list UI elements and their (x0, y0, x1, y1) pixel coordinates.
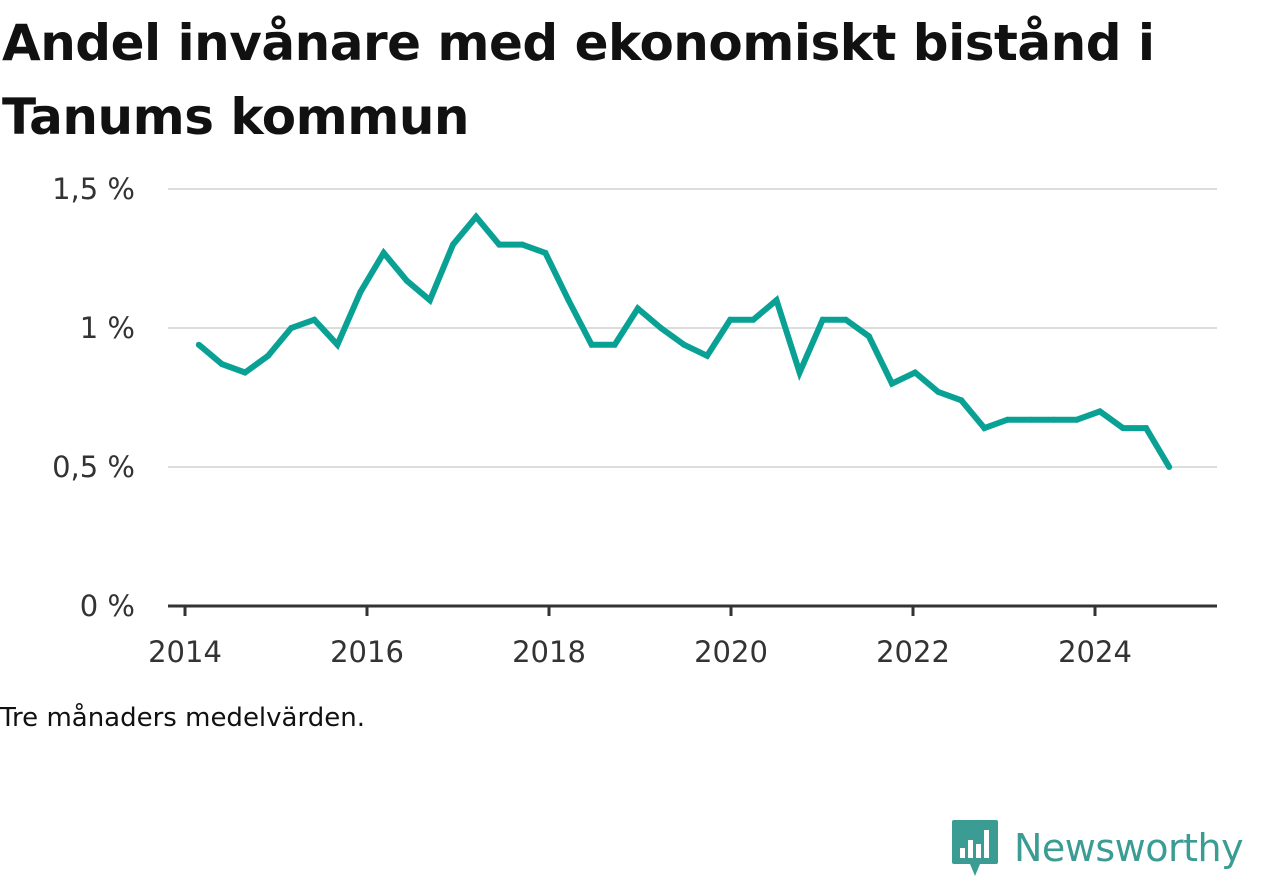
data-point (357, 288, 364, 295)
data-point (819, 316, 826, 323)
chart-note: Tre månaders medelvärden. (0, 703, 365, 733)
data-point (681, 341, 687, 348)
data-point (588, 341, 595, 348)
data-point (958, 397, 965, 404)
data-point (1050, 416, 1057, 423)
data-point (865, 333, 872, 340)
data-point (473, 213, 480, 220)
data-point (727, 316, 734, 323)
data-point (496, 241, 503, 248)
data-point (403, 277, 410, 284)
data-point (1004, 416, 1011, 423)
data-point (1120, 425, 1126, 432)
y-axis-tick-labels: 0 % 0,5 % 1 % 1,5 % (52, 172, 135, 623)
y-tick-label: 1 % (80, 311, 135, 345)
data-point (842, 316, 849, 323)
x-tick-label: 2016 (330, 635, 404, 669)
x-tick-label: 2024 (1058, 635, 1132, 669)
brand-name: Newsworthy (1014, 826, 1244, 870)
data-point (380, 249, 387, 256)
data-point (1143, 425, 1150, 432)
data-point (634, 305, 641, 312)
data-point (796, 369, 803, 376)
data-point (611, 341, 618, 348)
series-group (195, 212, 1173, 470)
data-point (657, 325, 664, 331)
brand-logo: Newsworthy (950, 818, 1244, 878)
data-point (542, 249, 549, 256)
data-point (704, 352, 711, 359)
data-point (1027, 416, 1034, 423)
data-point (519, 241, 526, 248)
data-point (1073, 416, 1080, 423)
data-point (1166, 464, 1173, 470)
data-point (311, 316, 318, 323)
y-tick-label: 0 % (80, 589, 135, 623)
x-tick-label: 2014 (148, 635, 222, 669)
data-point (242, 369, 248, 376)
data-point (334, 341, 341, 348)
data-point (265, 352, 272, 359)
data-point (195, 341, 202, 348)
data-point (889, 380, 895, 387)
bar-chart-icon (952, 820, 998, 876)
chart-title: Andel invånare med ekonomiskt bistånd i … (2, 14, 1155, 146)
x-axis: 2014 2016 2018 2020 2022 2024 (148, 604, 1217, 669)
data-point (750, 316, 757, 323)
data-point (912, 369, 919, 376)
data-point (565, 297, 572, 304)
data-point (426, 297, 433, 304)
data-point (288, 325, 295, 331)
x-tick-label: 2022 (876, 635, 950, 669)
x-tick-label: 2020 (694, 635, 768, 669)
data-point (773, 297, 780, 304)
y-tick-label: 0,5 % (52, 450, 135, 484)
data-point (450, 241, 456, 248)
data-point (218, 361, 225, 368)
data-point (935, 388, 942, 395)
x-tick-label: 2018 (512, 635, 586, 669)
data-point (1096, 408, 1103, 415)
line-chart: 0 % 0,5 % 1 % 1,5 % 2014 2016 2018 2020 2022 202… (52, 172, 1217, 669)
data-point (981, 425, 988, 432)
y-tick-label: 1,5 % (52, 172, 135, 206)
